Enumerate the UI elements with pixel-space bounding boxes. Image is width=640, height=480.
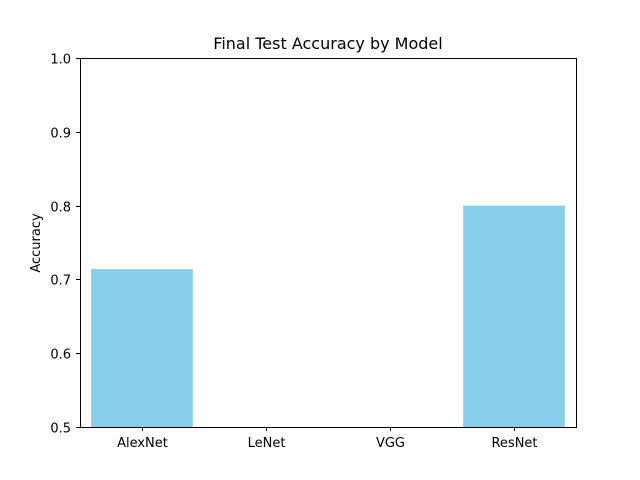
x-tick-label-resnet: ResNet: [491, 436, 537, 451]
bars-group: [91, 205, 565, 427]
plot-area-frame: [80, 58, 577, 428]
bar-alexnet: [91, 269, 193, 427]
y-tick-label: 0.6: [50, 348, 71, 363]
x-tick-label-lenet: LeNet: [248, 436, 286, 451]
y-tick-label: 0.9: [50, 127, 71, 142]
y-tick-label: 1.0: [50, 53, 71, 68]
y-axis-label: Accuracy: [29, 213, 44, 273]
x-tick-label-alexnet: AlexNet: [117, 436, 168, 451]
chart-title: Final Test Accuracy by Model: [213, 34, 442, 53]
ticks-group: 0.5 0.6 0.7 0.8 0.9 1.0 AlexNet LeNet VGG ResNet: [50, 53, 537, 452]
y-tick-label: 0.7: [50, 274, 71, 289]
x-tick-label-vgg: VGG: [376, 436, 405, 451]
y-tick-label: 0.5: [50, 422, 71, 437]
bar-resnet: [463, 205, 565, 427]
y-tick-label: 0.8: [50, 201, 71, 216]
